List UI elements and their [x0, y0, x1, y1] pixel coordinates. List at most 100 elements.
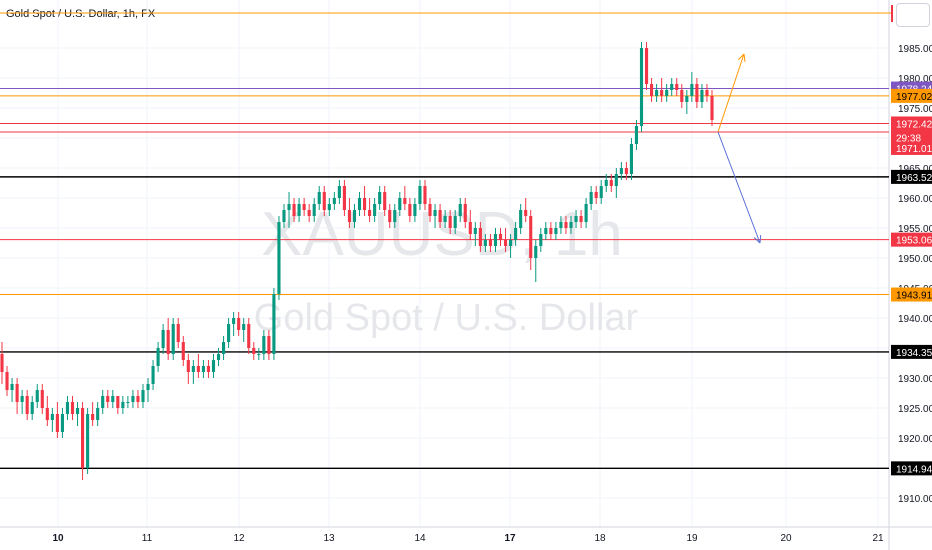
candle-body	[650, 84, 654, 96]
candle-body	[20, 396, 24, 402]
candle-body	[282, 210, 286, 222]
candle-body	[232, 318, 236, 324]
candle-body	[317, 192, 321, 204]
price-tag-label: 1971.01	[896, 144, 932, 155]
candle-body	[277, 222, 281, 294]
candle-body	[302, 204, 306, 210]
chart-title: Gold Spot / U.S. Dollar, 1h, FX	[6, 8, 156, 20]
candle-body	[86, 414, 90, 468]
candle-body	[478, 228, 482, 246]
price-tick-label: 1930.00	[898, 374, 932, 385]
candle-body	[171, 324, 175, 354]
candle-body	[227, 324, 231, 342]
candle-body	[81, 408, 85, 468]
price-tag-label: 1934.35	[896, 348, 932, 359]
candle-body	[70, 402, 75, 414]
candle-body	[327, 204, 331, 210]
candle-body	[614, 174, 618, 186]
price-tick-label: 1920.00	[898, 434, 932, 445]
candle-body	[564, 222, 568, 228]
candle-body	[141, 390, 145, 402]
candle-body	[322, 192, 326, 210]
time-tick-label: 17	[504, 533, 516, 544]
candle-body	[534, 246, 538, 258]
scenario-arrow-down	[717, 131, 761, 244]
price-tick-label: 1940.00	[898, 314, 932, 325]
price-tag-label: 1977.02	[896, 92, 932, 103]
candle-body	[609, 180, 613, 186]
price-tick-label: 1980.00	[898, 74, 932, 85]
chart-settings-button[interactable]	[896, 3, 930, 27]
candle-body	[191, 366, 195, 372]
candle-body	[639, 48, 644, 126]
watermark-description: Gold Spot / U.S. Dollar	[254, 297, 639, 339]
price-tag	[891, 232, 932, 247]
countdown-tag	[891, 130, 932, 145]
horizontal-levels	[0, 5, 893, 470]
candle-body	[45, 408, 49, 420]
candle-body	[10, 384, 14, 390]
candle-body	[559, 222, 563, 228]
scenario-arrowhead	[738, 53, 745, 61]
candle-body	[705, 90, 709, 96]
candle-body	[357, 198, 362, 210]
time-tick-label: 20	[780, 533, 792, 544]
candle-body	[624, 168, 628, 174]
time-tick-label: 19	[686, 533, 698, 544]
price-tick-label: 1950.00	[898, 254, 932, 265]
candle-body	[393, 210, 397, 222]
candle-body	[634, 126, 639, 144]
time-tick-label: 11	[142, 533, 153, 544]
price-tick-label: 1910.00	[898, 494, 932, 505]
candle-body	[413, 204, 417, 216]
candle-body	[488, 240, 493, 246]
candle-body	[493, 234, 498, 246]
candle-body	[216, 354, 221, 360]
price-tick-label: 1975.00	[898, 104, 932, 115]
candle-body	[594, 192, 598, 198]
candle-body	[307, 210, 311, 216]
scenario-arrows	[717, 53, 762, 244]
candle-body	[136, 396, 140, 402]
candle-body	[40, 390, 44, 408]
time-tick-label: 14	[414, 533, 426, 544]
price-tick-label: 1985.00	[898, 44, 932, 55]
candle-body	[25, 396, 29, 414]
time-tick-label: 10	[52, 533, 64, 544]
candle-body	[433, 210, 437, 216]
candle-body	[519, 210, 523, 228]
candle-body	[398, 198, 402, 210]
price-tag-label: 1943.91	[896, 291, 932, 302]
candle-body	[121, 402, 125, 408]
candle-body	[695, 84, 699, 102]
candle-body	[206, 366, 211, 372]
candle-body	[131, 396, 135, 402]
candle-body	[156, 348, 160, 366]
candle-body	[443, 216, 447, 222]
candle-body	[347, 210, 352, 222]
candle-body	[584, 204, 588, 222]
candle-body	[710, 96, 714, 120]
candle-body	[700, 90, 704, 102]
candle-body	[337, 186, 341, 198]
candle-body	[463, 204, 467, 222]
candle-body	[247, 324, 251, 348]
price-tick-label: 1965.00	[898, 164, 932, 175]
price-tag-label: 1953.06	[896, 236, 932, 247]
candle-body	[237, 318, 241, 330]
price-tag	[891, 461, 932, 476]
candle-body	[383, 192, 387, 210]
candle-body	[297, 204, 301, 216]
price-tick-label: 1955.00	[898, 224, 932, 235]
price-axis: 1985.001980.001975.001970.001965.001960.…	[891, 44, 932, 505]
candle-body	[428, 204, 432, 216]
time-tick-label: 12	[233, 533, 245, 544]
candle-body	[292, 204, 296, 216]
candle-body	[176, 324, 180, 342]
candle-body	[91, 414, 95, 420]
candle-body	[287, 204, 291, 210]
candle-body	[75, 408, 80, 414]
candle-body	[644, 48, 649, 84]
candle-body	[665, 90, 669, 96]
